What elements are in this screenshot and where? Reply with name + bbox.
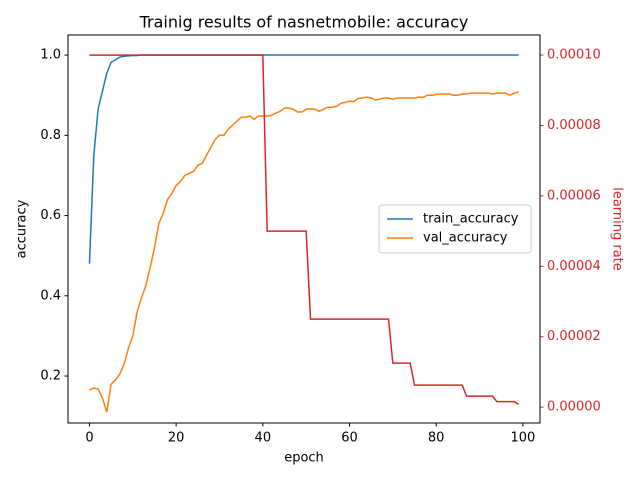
x-tick-label: 80 xyxy=(428,431,445,446)
y-tick-label: 0.8 xyxy=(40,128,61,143)
legend-label: train_accuracy xyxy=(423,212,519,227)
x-tick-label: 20 xyxy=(168,431,185,446)
x-axis-label: epoch xyxy=(284,451,324,466)
y2-tick-label: 0.00002 xyxy=(547,329,601,344)
x-tick-label: 60 xyxy=(341,431,358,446)
legend-box xyxy=(378,204,532,254)
y-tick-label: 0.6 xyxy=(40,208,61,223)
y-tick-label: 0.4 xyxy=(40,288,61,303)
x-tick-label: 40 xyxy=(255,431,272,446)
x-tick-label: 100 xyxy=(510,431,535,446)
chart-title: Trainig results of nasnetmobile: accurac… xyxy=(139,13,469,32)
y2-tick-label: 0.00004 xyxy=(547,259,601,274)
y-axis-label: accuracy xyxy=(15,199,30,258)
y2-tick-label: 0.00006 xyxy=(547,188,601,203)
y2-axis-label: learning rate xyxy=(610,187,625,271)
x-tick-label: 0 xyxy=(85,431,93,446)
y2-tick-label: 0.00010 xyxy=(547,48,601,63)
plot-frame xyxy=(67,34,541,424)
y-tick-label: 1.0 xyxy=(40,48,61,63)
legend-label: val_accuracy xyxy=(423,231,508,246)
y2-tick-label: 0.00000 xyxy=(547,400,601,415)
series-line xyxy=(89,54,519,406)
y-tick-label: 0.2 xyxy=(40,369,61,384)
y2-tick-label: 0.00008 xyxy=(547,118,601,133)
series-line xyxy=(89,91,519,413)
